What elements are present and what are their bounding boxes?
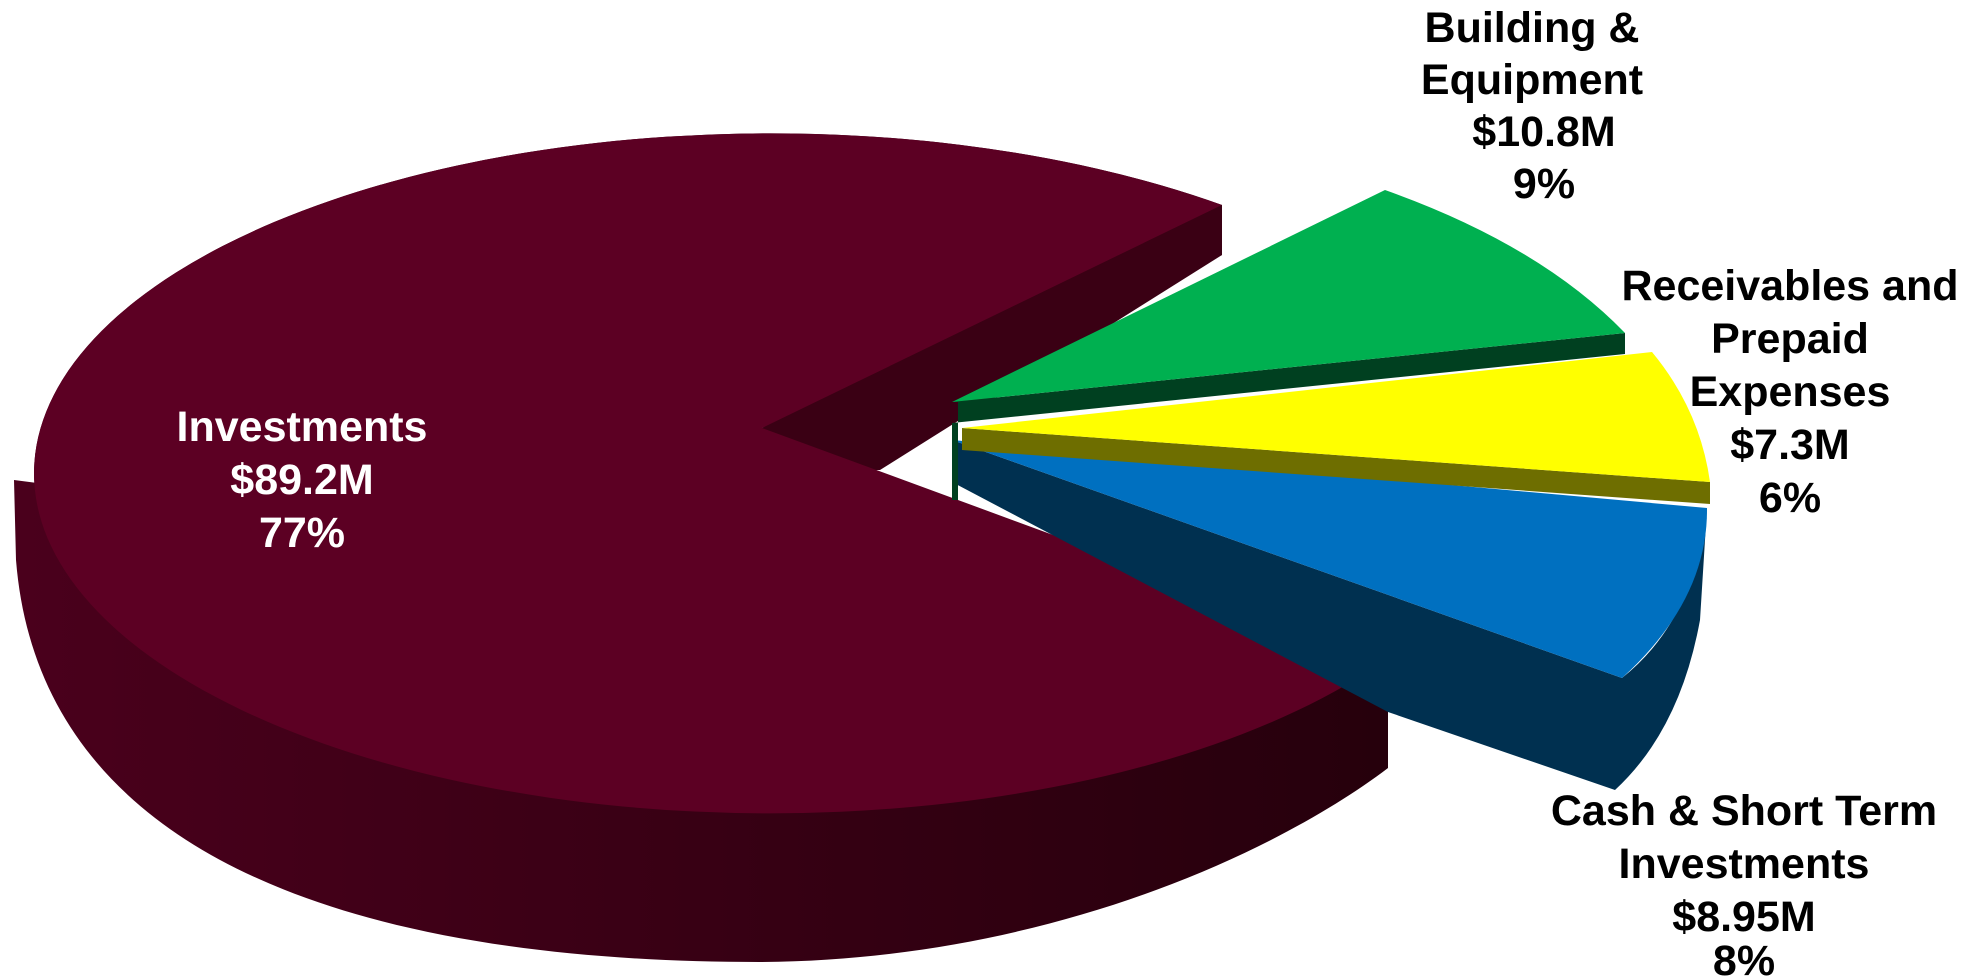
label-receivables-line-5: 6% [1759, 474, 1821, 522]
investments-back-wall [762, 205, 1222, 470]
label-cash: Cash & Short Term Investments $8.95M 8% [1551, 787, 1937, 977]
label-building-line-2: Equipment [1421, 56, 1643, 104]
label-receivables-line-2: Prepaid [1711, 315, 1869, 363]
label-investments-line-1: Investments [177, 403, 428, 451]
label-investments-line-2: $89.2M [230, 456, 373, 504]
label-cash-line-2: Investments [1619, 840, 1870, 888]
label-building: Building & Equipment $10.8M 9% [1421, 4, 1643, 208]
building-slice-side [952, 333, 1625, 500]
receivables-slice-top [962, 352, 1710, 482]
label-receivables-line-1: Receivables and [1621, 262, 1958, 310]
pie-slice-receivables [962, 352, 1710, 504]
label-receivables: Receivables and Prepaid Expenses $7.3M 6… [1621, 262, 1958, 522]
investments-slice-top [34, 133, 1389, 814]
building-slice-top [952, 190, 1625, 402]
label-building-line-4: 9% [1513, 160, 1575, 208]
cash-slice-side [952, 440, 1707, 790]
pie-slice-investments [14, 133, 1389, 962]
label-cash-line-4: 8% [1713, 937, 1775, 977]
label-cash-line-3: $8.95M [1672, 893, 1815, 941]
label-receivables-line-4: $7.3M [1730, 421, 1850, 469]
label-cash-line-1: Cash & Short Term [1551, 787, 1937, 835]
pie-slice-cash [952, 440, 1708, 790]
label-building-line-1: Building & [1425, 4, 1640, 52]
label-building-line-3: $10.8M [1472, 108, 1615, 156]
label-investments-line-3: 77% [259, 509, 345, 557]
pie-slice-building [952, 190, 1625, 500]
cash-slice-top [952, 440, 1708, 678]
label-receivables-line-3: Expenses [1690, 368, 1891, 416]
receivables-slice-side [962, 428, 1710, 504]
label-investments: Investments $89.2M 77% [177, 403, 428, 557]
